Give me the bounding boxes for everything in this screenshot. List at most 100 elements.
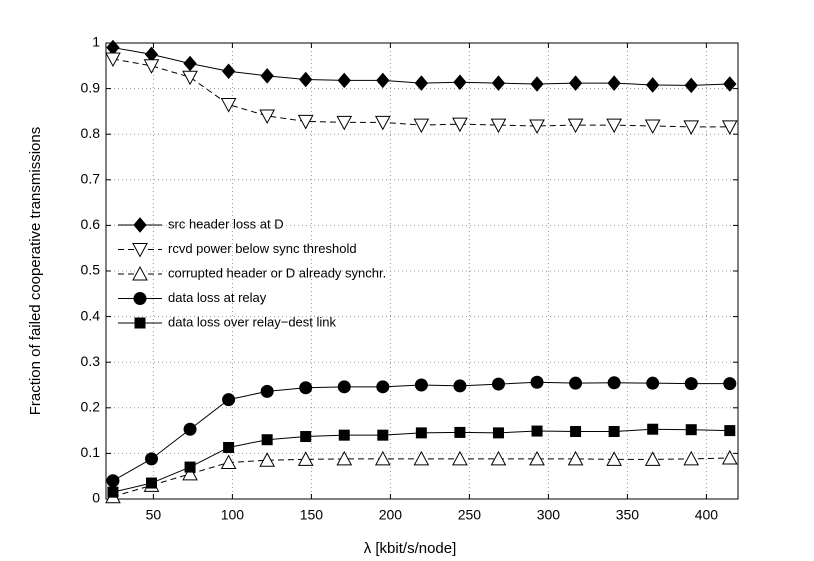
marker [106,474,120,488]
y-tick-label: 0.8 [81,125,101,141]
y-tick-label: 0.4 [81,307,101,323]
marker [646,376,660,390]
marker [299,381,313,395]
x-axis-label: λ [kbit/s/node] [364,540,457,557]
marker [145,452,159,466]
marker [454,426,466,438]
legend-label: rcvd power below sync threshold [168,241,357,256]
marker [260,68,274,84]
marker [105,52,121,68]
marker [337,380,351,394]
y-tick-label: 0.5 [81,262,101,278]
legend-label: corrupted header or D already synchr. [168,265,386,280]
x-tick-label: 50 [146,507,162,523]
x-tick-label: 350 [616,507,640,523]
marker [184,461,196,473]
legend-label: data loss over relay−dest link [168,314,337,329]
marker [684,77,698,94]
marker [568,75,583,91]
marker [220,454,237,470]
marker [182,70,198,86]
marker [492,427,504,439]
marker [452,450,468,466]
marker [183,55,197,72]
marker [183,422,197,436]
marker [297,114,314,130]
y-tick-label: 0.3 [81,353,101,369]
y-axis-label: Fraction of failed cooperative transmiss… [27,127,44,415]
marker [376,72,390,89]
y-tick-label: 0.7 [81,171,101,187]
marker [490,450,507,466]
marker [683,450,700,466]
marker [414,75,429,91]
marker [134,317,146,329]
marker [644,119,661,135]
marker [413,450,430,466]
marker [261,434,273,446]
marker [490,118,507,134]
marker [259,452,275,467]
marker [606,118,622,134]
marker [569,376,583,390]
x-tick-label: 100 [221,507,245,523]
marker [377,429,389,441]
marker [182,465,198,481]
marker [414,378,428,392]
marker [376,380,390,394]
marker [338,429,350,441]
marker [453,74,467,90]
marker [530,76,544,92]
marker [606,451,622,466]
marker [491,75,506,91]
marker [646,77,660,93]
y-tick-label: 0 [92,490,100,506]
marker [531,425,543,437]
marker [220,98,237,113]
marker [413,118,430,134]
marker [685,424,697,436]
legend-label: src header loss at D [168,216,284,231]
plot-frame [105,42,739,500]
marker [683,120,700,135]
marker [415,427,427,439]
marker [260,384,274,398]
marker [607,75,621,91]
marker [608,426,620,438]
marker [721,120,738,135]
y-tick-label: 0.6 [81,216,101,232]
y-tick-label: 0.1 [81,444,101,460]
marker [107,486,119,498]
marker [684,377,698,391]
marker [223,441,235,453]
y-tick-label: 0.2 [81,399,101,415]
marker [529,119,545,135]
marker [567,118,584,134]
marker [374,450,391,466]
y-tick-label: 0.9 [81,79,101,95]
marker [644,451,661,466]
marker [336,450,353,466]
marker [721,449,738,465]
marker [143,59,160,74]
marker [133,217,147,233]
marker [452,117,468,133]
marker [297,451,314,466]
marker [132,265,148,281]
marker [723,76,737,92]
x-tick-label: 400 [695,507,719,523]
y-tick-label: 1 [92,34,100,50]
marker [299,71,313,88]
marker [221,63,236,80]
x-tick-label: 300 [537,507,561,523]
marker [336,115,353,131]
marker [529,450,545,466]
marker [647,423,659,435]
marker [724,425,736,437]
marker [259,109,275,125]
marker [607,376,621,390]
marker [453,379,467,393]
legend-label: data loss at relay [168,290,267,305]
x-tick-label: 200 [379,507,403,523]
